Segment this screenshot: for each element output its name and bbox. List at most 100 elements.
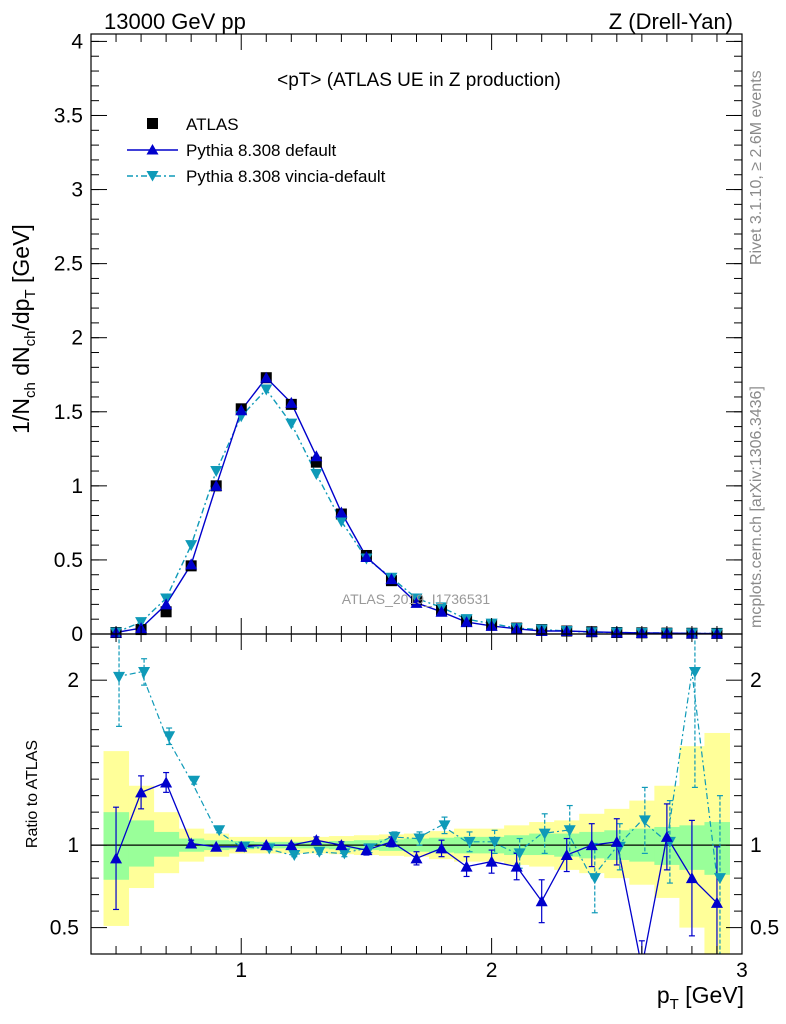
ratio-point-vincia	[138, 666, 151, 678]
x-axis: 1 2 3	[115, 634, 748, 982]
ratio-y-axis: 0.5 0.5 1 1 2 2	[50, 646, 779, 940]
main-y-tick-label: 4	[71, 30, 83, 53]
ratio-point-default	[535, 895, 548, 907]
main-y-axis-title: 1/Nch dNch/dpT [GeV]	[8, 224, 39, 434]
data-point-default	[260, 371, 273, 383]
ratio-point-vincia	[388, 831, 401, 843]
ratio-point-vincia	[438, 820, 451, 832]
ratio-point-vincia	[538, 828, 551, 840]
data-point-default	[210, 479, 223, 491]
ratio-point-vincia	[338, 848, 351, 860]
ratio-point-default	[485, 855, 498, 867]
uncertainty-band-inner	[529, 833, 555, 856]
ratio-y-tick-label: 1	[67, 834, 79, 857]
data-point-default	[385, 573, 398, 585]
data-point-default	[460, 616, 473, 628]
ratio-point-default	[210, 840, 223, 852]
ratio-point-default	[160, 776, 173, 788]
header-left: 13000 GeV pp	[104, 9, 246, 34]
data-point-default	[360, 550, 373, 562]
ratio-y-axis-title: Ratio to ATLAS	[24, 740, 41, 848]
data-point-default	[335, 506, 348, 518]
ratio-point-vincia	[163, 731, 176, 743]
ratio-point-vincia	[688, 666, 701, 678]
main-y-tick-label: 2.5	[54, 253, 83, 276]
rivet-version-label: Rivet 3.1.10, ≥ 2.6M events	[748, 70, 765, 265]
main-y-tick-label: 1.5	[54, 401, 83, 424]
data-point-default	[160, 598, 173, 610]
ratio-point-vincia	[463, 836, 476, 848]
mcplots-label: mcplots.cern.ch [arXiv:1306.3436]	[748, 386, 765, 628]
ratio-point-default	[385, 835, 398, 847]
ratio-point-default	[660, 830, 673, 842]
ratio-point-default	[636, 961, 648, 972]
ratio-point-vincia	[413, 833, 426, 845]
ratio-point-default	[310, 834, 323, 846]
legend-entry-atlas: ATLAS	[147, 115, 239, 134]
ratio-point-default	[685, 872, 698, 884]
ratio-point-vincia	[188, 775, 201, 787]
ratio-point-default	[510, 860, 523, 872]
ratio-point-vincia	[213, 825, 226, 837]
ratio-point-default	[710, 896, 723, 908]
ratio-point-default	[335, 839, 348, 851]
ratio-point-default	[235, 840, 248, 852]
legend-entry-default: Pythia 8.308 default	[127, 141, 337, 160]
ratio-point-default	[360, 844, 373, 856]
data-point-default	[285, 396, 298, 408]
data-point-default	[185, 558, 198, 570]
ratio-point-default	[110, 852, 123, 864]
ratio-point-default	[560, 849, 573, 861]
ratio-y-tick-label-right: 0.5	[750, 917, 779, 940]
analysis-watermark: ATLAS_2019_I1736531	[342, 591, 491, 607]
main-y-tick-label: 0	[71, 623, 83, 646]
data-point-vincia	[310, 469, 323, 480]
data-point-vincia	[210, 466, 223, 478]
legend-entry-vincia: Pythia 8.308 vincia-default	[127, 167, 386, 186]
uncertainty-band-inner	[128, 820, 155, 867]
ratio-point-default	[435, 842, 448, 854]
main-plot-title: <pT> (ATLAS UE in Z production)	[277, 70, 561, 91]
header-right: Z (Drell-Yan)	[609, 9, 733, 34]
ratio-point-default	[585, 839, 598, 851]
ratio-point-default	[285, 839, 298, 851]
ratio-point-vincia	[313, 846, 326, 858]
data-point-vincia	[260, 384, 273, 396]
ratio-y-tick-label: 2	[67, 669, 79, 692]
main-y-tick-label: 3	[71, 179, 83, 202]
ratio-point-vincia	[513, 848, 526, 860]
data-point-vincia	[285, 418, 298, 430]
ratio-point-vincia	[488, 836, 501, 848]
data-point-default	[410, 596, 423, 608]
legend-label-atlas: ATLAS	[186, 115, 239, 134]
ratio-point-default	[460, 860, 473, 872]
ratio-point-vincia	[288, 850, 301, 862]
ratio-point-default	[610, 835, 623, 847]
data-point-atlas	[310, 456, 322, 468]
main-y-axis: 0 0.5 1 1.5 2 2.5 3 3.5 4	[54, 30, 743, 646]
x-tick-label: 2	[486, 959, 498, 982]
legend-marker-vincia	[146, 171, 159, 182]
main-y-tick-label: 3.5	[54, 104, 83, 127]
data-point-default	[310, 450, 323, 462]
data-point-vincia	[185, 540, 198, 552]
data-point-default	[235, 404, 248, 416]
ratio-y-tick-label-right: 1	[750, 834, 762, 857]
uncertainty-band-inner	[153, 831, 180, 857]
legend-label-vincia: Pythia 8.308 vincia-default	[186, 167, 386, 186]
legend-marker-atlas	[147, 118, 158, 129]
ratio-y-tick-label: 0.5	[50, 917, 79, 940]
x-axis-title: pT [GeV]	[657, 982, 744, 1013]
ratio-point-default	[185, 837, 198, 849]
data-point-default	[435, 605, 448, 617]
ratio-y-tick-label-right: 2	[750, 669, 762, 692]
ratio-point-vincia	[713, 873, 726, 885]
ratio-plot-area	[91, 634, 742, 972]
ratio-plot-panel: 0.5 0.5 1 1 2 2 1 2 3 Ratio to ATLAS pT [GeV]	[24, 633, 779, 1013]
ratio-point-default	[410, 852, 423, 864]
ratio-content	[91, 634, 742, 972]
ratio-point-vincia	[588, 873, 601, 885]
ratio-point-vincia	[563, 825, 576, 837]
ratio-point-default	[260, 839, 273, 851]
main-y-tick-label: 0.5	[54, 549, 83, 572]
